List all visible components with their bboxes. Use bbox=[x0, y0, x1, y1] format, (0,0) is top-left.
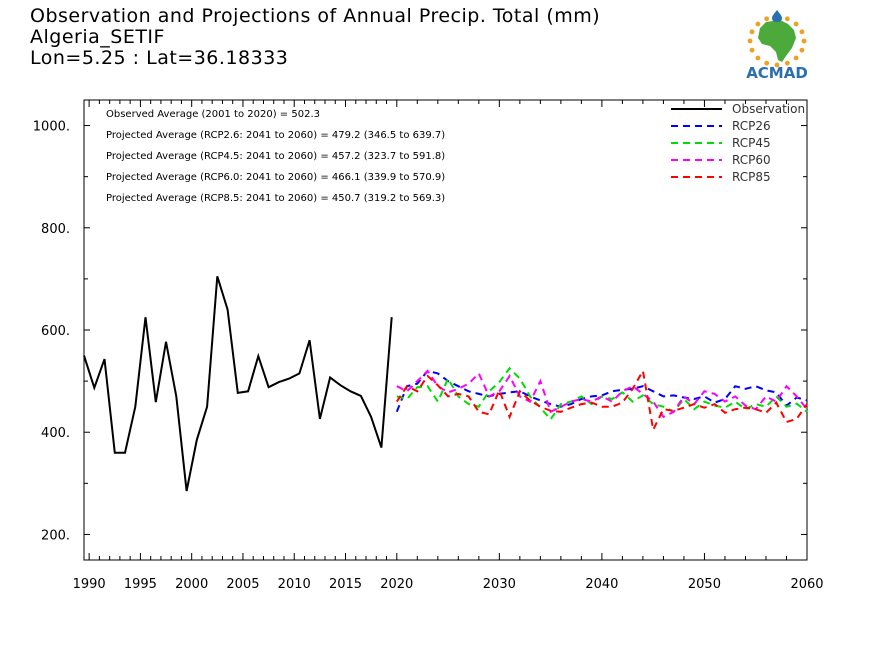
annotation-line: Projected Average (RCP8.5: 2041 to 2060)… bbox=[106, 193, 445, 204]
annotation-line: Observed Average (2001 to 2020) = 502.3 bbox=[106, 109, 320, 120]
station-name: Algeria_SETIF bbox=[30, 26, 165, 48]
legend: Observation RCP26 RCP45 RCP60 RCP85 bbox=[671, 102, 805, 184]
series-line-observation bbox=[83, 276, 393, 492]
chart-title: Observation and Projections of Annual Pr… bbox=[30, 5, 601, 27]
africa-map-sun-icon bbox=[747, 10, 807, 68]
x-tick-label: 2005 bbox=[226, 577, 259, 592]
annotations: Observed Average (2001 to 2020) = 502.3 P… bbox=[106, 109, 445, 204]
annotation-line: Projected Average (RCP4.5: 2041 to 2060)… bbox=[106, 151, 445, 162]
annotation-line: Projected Average (RCP2.6: 2041 to 2060)… bbox=[106, 130, 445, 141]
x-tick-label: 1995 bbox=[124, 577, 157, 592]
x-tick-label: 2040 bbox=[585, 577, 618, 592]
axis-ticks bbox=[84, 100, 808, 560]
y-tick-label: 800. bbox=[41, 222, 70, 237]
x-tick-label: 2030 bbox=[483, 577, 516, 592]
x-tick-label: 1990 bbox=[73, 577, 106, 592]
x-tick-label: 2015 bbox=[329, 577, 362, 592]
x-tick-label: 2020 bbox=[380, 577, 413, 592]
title-block: Observation and Projections of Annual Pr… bbox=[30, 6, 600, 69]
y-tick-label: 200. bbox=[41, 528, 70, 543]
x-tick-labels: 1990 1995 2000 2005 2010 2015 2020 2030 2040 2050… bbox=[73, 577, 824, 592]
y-tick-label: 400. bbox=[41, 426, 70, 441]
legend-label: RCP85 bbox=[732, 170, 771, 184]
y-tick-label: 600. bbox=[41, 324, 70, 339]
series-layer bbox=[83, 276, 808, 492]
legend-label: RCP26 bbox=[732, 119, 771, 133]
series-line-rcp85 bbox=[395, 367, 808, 433]
x-tick-label: 2000 bbox=[175, 577, 208, 592]
plot-frame bbox=[83, 99, 808, 561]
y-tick-labels: 200. 400. 600. 800. 1000. bbox=[33, 120, 70, 544]
annotation-line: Projected Average (RCP6.0: 2041 to 2060)… bbox=[106, 172, 445, 183]
legend-label: Observation bbox=[732, 102, 805, 116]
station-coordinates: Lon=5.25 : Lat=36.18333 bbox=[30, 47, 289, 69]
series-line-rcp60 bbox=[396, 369, 808, 419]
x-tick-label: 2050 bbox=[688, 577, 721, 592]
y-tick-label: 1000. bbox=[33, 120, 70, 135]
x-tick-label: 2010 bbox=[278, 577, 311, 592]
x-tick-label: 2060 bbox=[790, 577, 823, 592]
series-line-rcp45 bbox=[396, 366, 808, 422]
acmad-logo: ACMAD bbox=[746, 10, 808, 82]
legend-label: RCP45 bbox=[732, 136, 771, 150]
legend-label: RCP60 bbox=[732, 153, 771, 167]
logo-text: ACMAD bbox=[746, 64, 808, 82]
